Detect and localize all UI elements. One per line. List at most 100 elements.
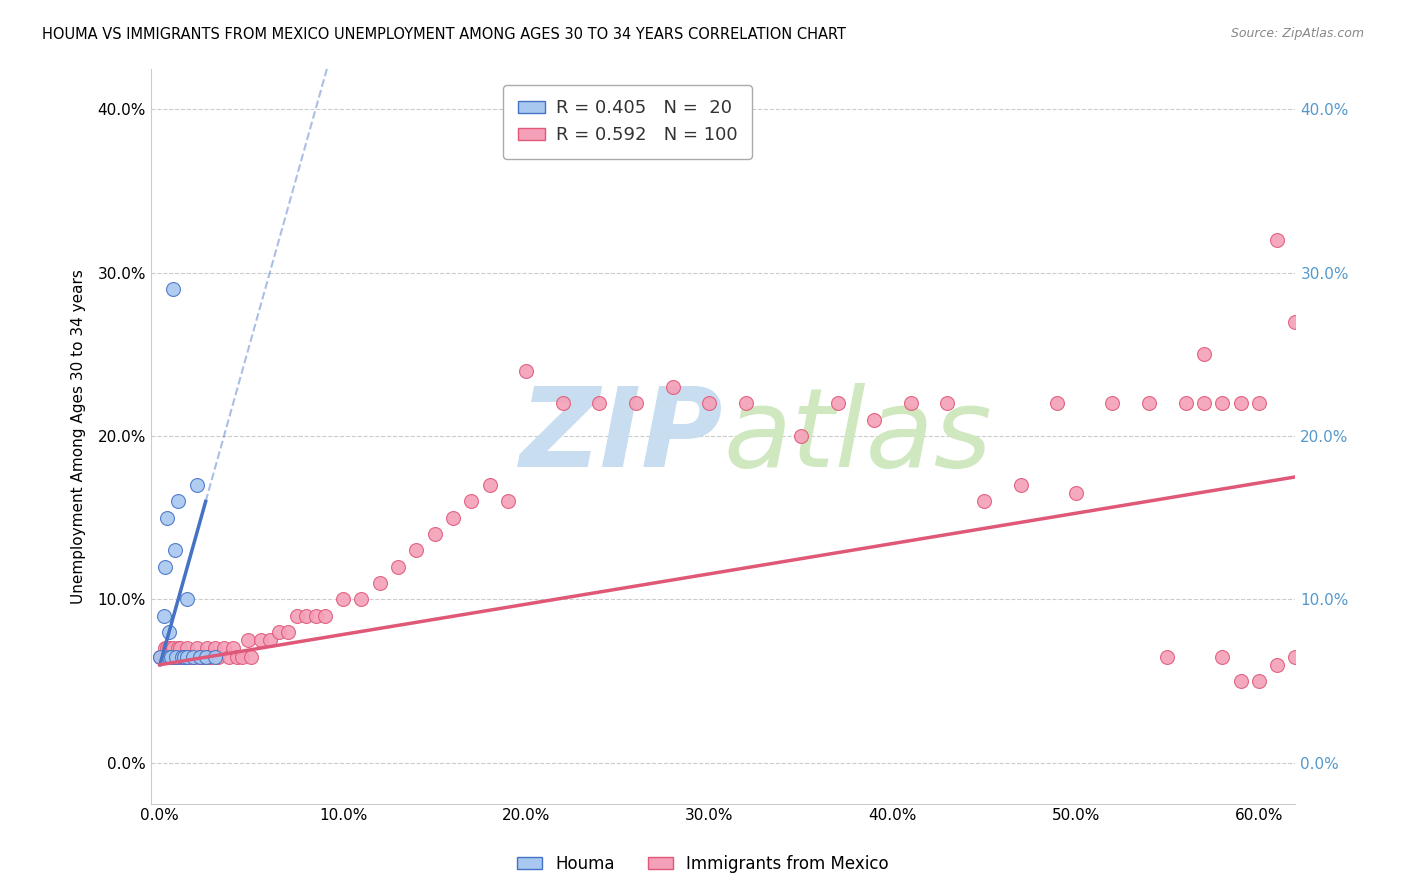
Point <box>1064 486 1087 500</box>
Point <box>1229 674 1251 689</box>
Point <box>1101 396 1123 410</box>
Point <box>1192 396 1215 410</box>
Point <box>169 649 191 664</box>
Point <box>423 527 446 541</box>
Point <box>188 649 211 664</box>
Point <box>387 559 409 574</box>
Point <box>735 396 758 410</box>
Point <box>156 649 179 664</box>
Point <box>163 649 186 664</box>
Point <box>1302 649 1324 664</box>
Point <box>240 649 263 664</box>
Text: ZIP: ZIP <box>520 383 723 490</box>
Point <box>1211 649 1233 664</box>
Point <box>200 649 222 664</box>
Point <box>699 396 721 410</box>
Point <box>295 608 318 623</box>
Point <box>176 649 198 664</box>
Point <box>183 649 205 664</box>
Point <box>186 478 208 492</box>
Point <box>900 396 922 410</box>
Point <box>155 559 177 574</box>
Text: atlas: atlas <box>723 383 991 490</box>
Point <box>170 649 193 664</box>
Point <box>194 649 217 664</box>
Point <box>277 625 299 640</box>
Point <box>1284 649 1306 664</box>
Point <box>1247 396 1270 410</box>
Point <box>304 608 326 623</box>
Point <box>173 649 195 664</box>
Point <box>515 364 537 378</box>
Legend: R = 0.405   N =  20, R = 0.592   N = 100: R = 0.405 N = 20, R = 0.592 N = 100 <box>503 85 752 159</box>
Point <box>191 649 214 664</box>
Point <box>212 641 235 656</box>
Point <box>167 494 190 508</box>
Point <box>1046 396 1069 410</box>
Point <box>181 649 204 664</box>
Point <box>1192 347 1215 361</box>
Point <box>155 649 177 664</box>
Point <box>157 625 180 640</box>
Point <box>259 633 281 648</box>
Point <box>157 649 180 664</box>
Point <box>1265 657 1288 672</box>
Text: Source: ZipAtlas.com: Source: ZipAtlas.com <box>1230 27 1364 40</box>
Point <box>314 608 336 623</box>
Point <box>193 649 215 664</box>
Point <box>973 494 995 508</box>
Point <box>827 396 849 410</box>
Point <box>162 641 184 656</box>
Point <box>1320 649 1343 664</box>
Point <box>1229 396 1251 410</box>
Point <box>231 649 253 664</box>
Point <box>225 649 247 664</box>
Point <box>155 641 177 656</box>
Legend: Houma, Immigrants from Mexico: Houma, Immigrants from Mexico <box>510 848 896 880</box>
Point <box>204 641 226 656</box>
Point <box>285 608 308 623</box>
Point <box>152 608 174 623</box>
Point <box>198 649 221 664</box>
Point <box>249 633 271 648</box>
Point <box>1265 233 1288 247</box>
Point <box>176 641 198 656</box>
Point <box>1010 478 1032 492</box>
Text: HOUMA VS IMMIGRANTS FROM MEXICO UNEMPLOYMENT AMONG AGES 30 TO 34 YEARS CORRELATI: HOUMA VS IMMIGRANTS FROM MEXICO UNEMPLOY… <box>42 27 846 42</box>
Point <box>163 543 186 558</box>
Point <box>350 592 373 607</box>
Point <box>1156 649 1178 664</box>
Point <box>460 494 482 508</box>
Point <box>174 649 197 664</box>
Point <box>188 649 211 664</box>
Point <box>441 510 464 524</box>
Point <box>204 649 226 664</box>
Point <box>157 649 180 664</box>
Point <box>163 649 186 664</box>
Point <box>368 576 391 591</box>
Point <box>149 649 172 664</box>
Point <box>551 396 574 410</box>
Point <box>162 282 184 296</box>
Point <box>165 649 187 664</box>
Point <box>170 649 193 664</box>
Point <box>1302 649 1324 664</box>
Point <box>156 641 179 656</box>
Point <box>478 478 501 492</box>
Point <box>1284 315 1306 329</box>
Point <box>236 633 259 648</box>
Point <box>179 649 201 664</box>
Point <box>167 641 190 656</box>
Point <box>863 413 886 427</box>
Point <box>332 592 354 607</box>
Point <box>149 649 172 664</box>
Point <box>180 649 202 664</box>
Point <box>1339 396 1361 410</box>
Y-axis label: Unemployment Among Ages 30 to 34 years: Unemployment Among Ages 30 to 34 years <box>72 268 86 604</box>
Point <box>197 641 219 656</box>
Point <box>624 396 647 410</box>
Point <box>1247 674 1270 689</box>
Point <box>790 429 813 443</box>
Point <box>588 396 610 410</box>
Point <box>936 396 959 410</box>
